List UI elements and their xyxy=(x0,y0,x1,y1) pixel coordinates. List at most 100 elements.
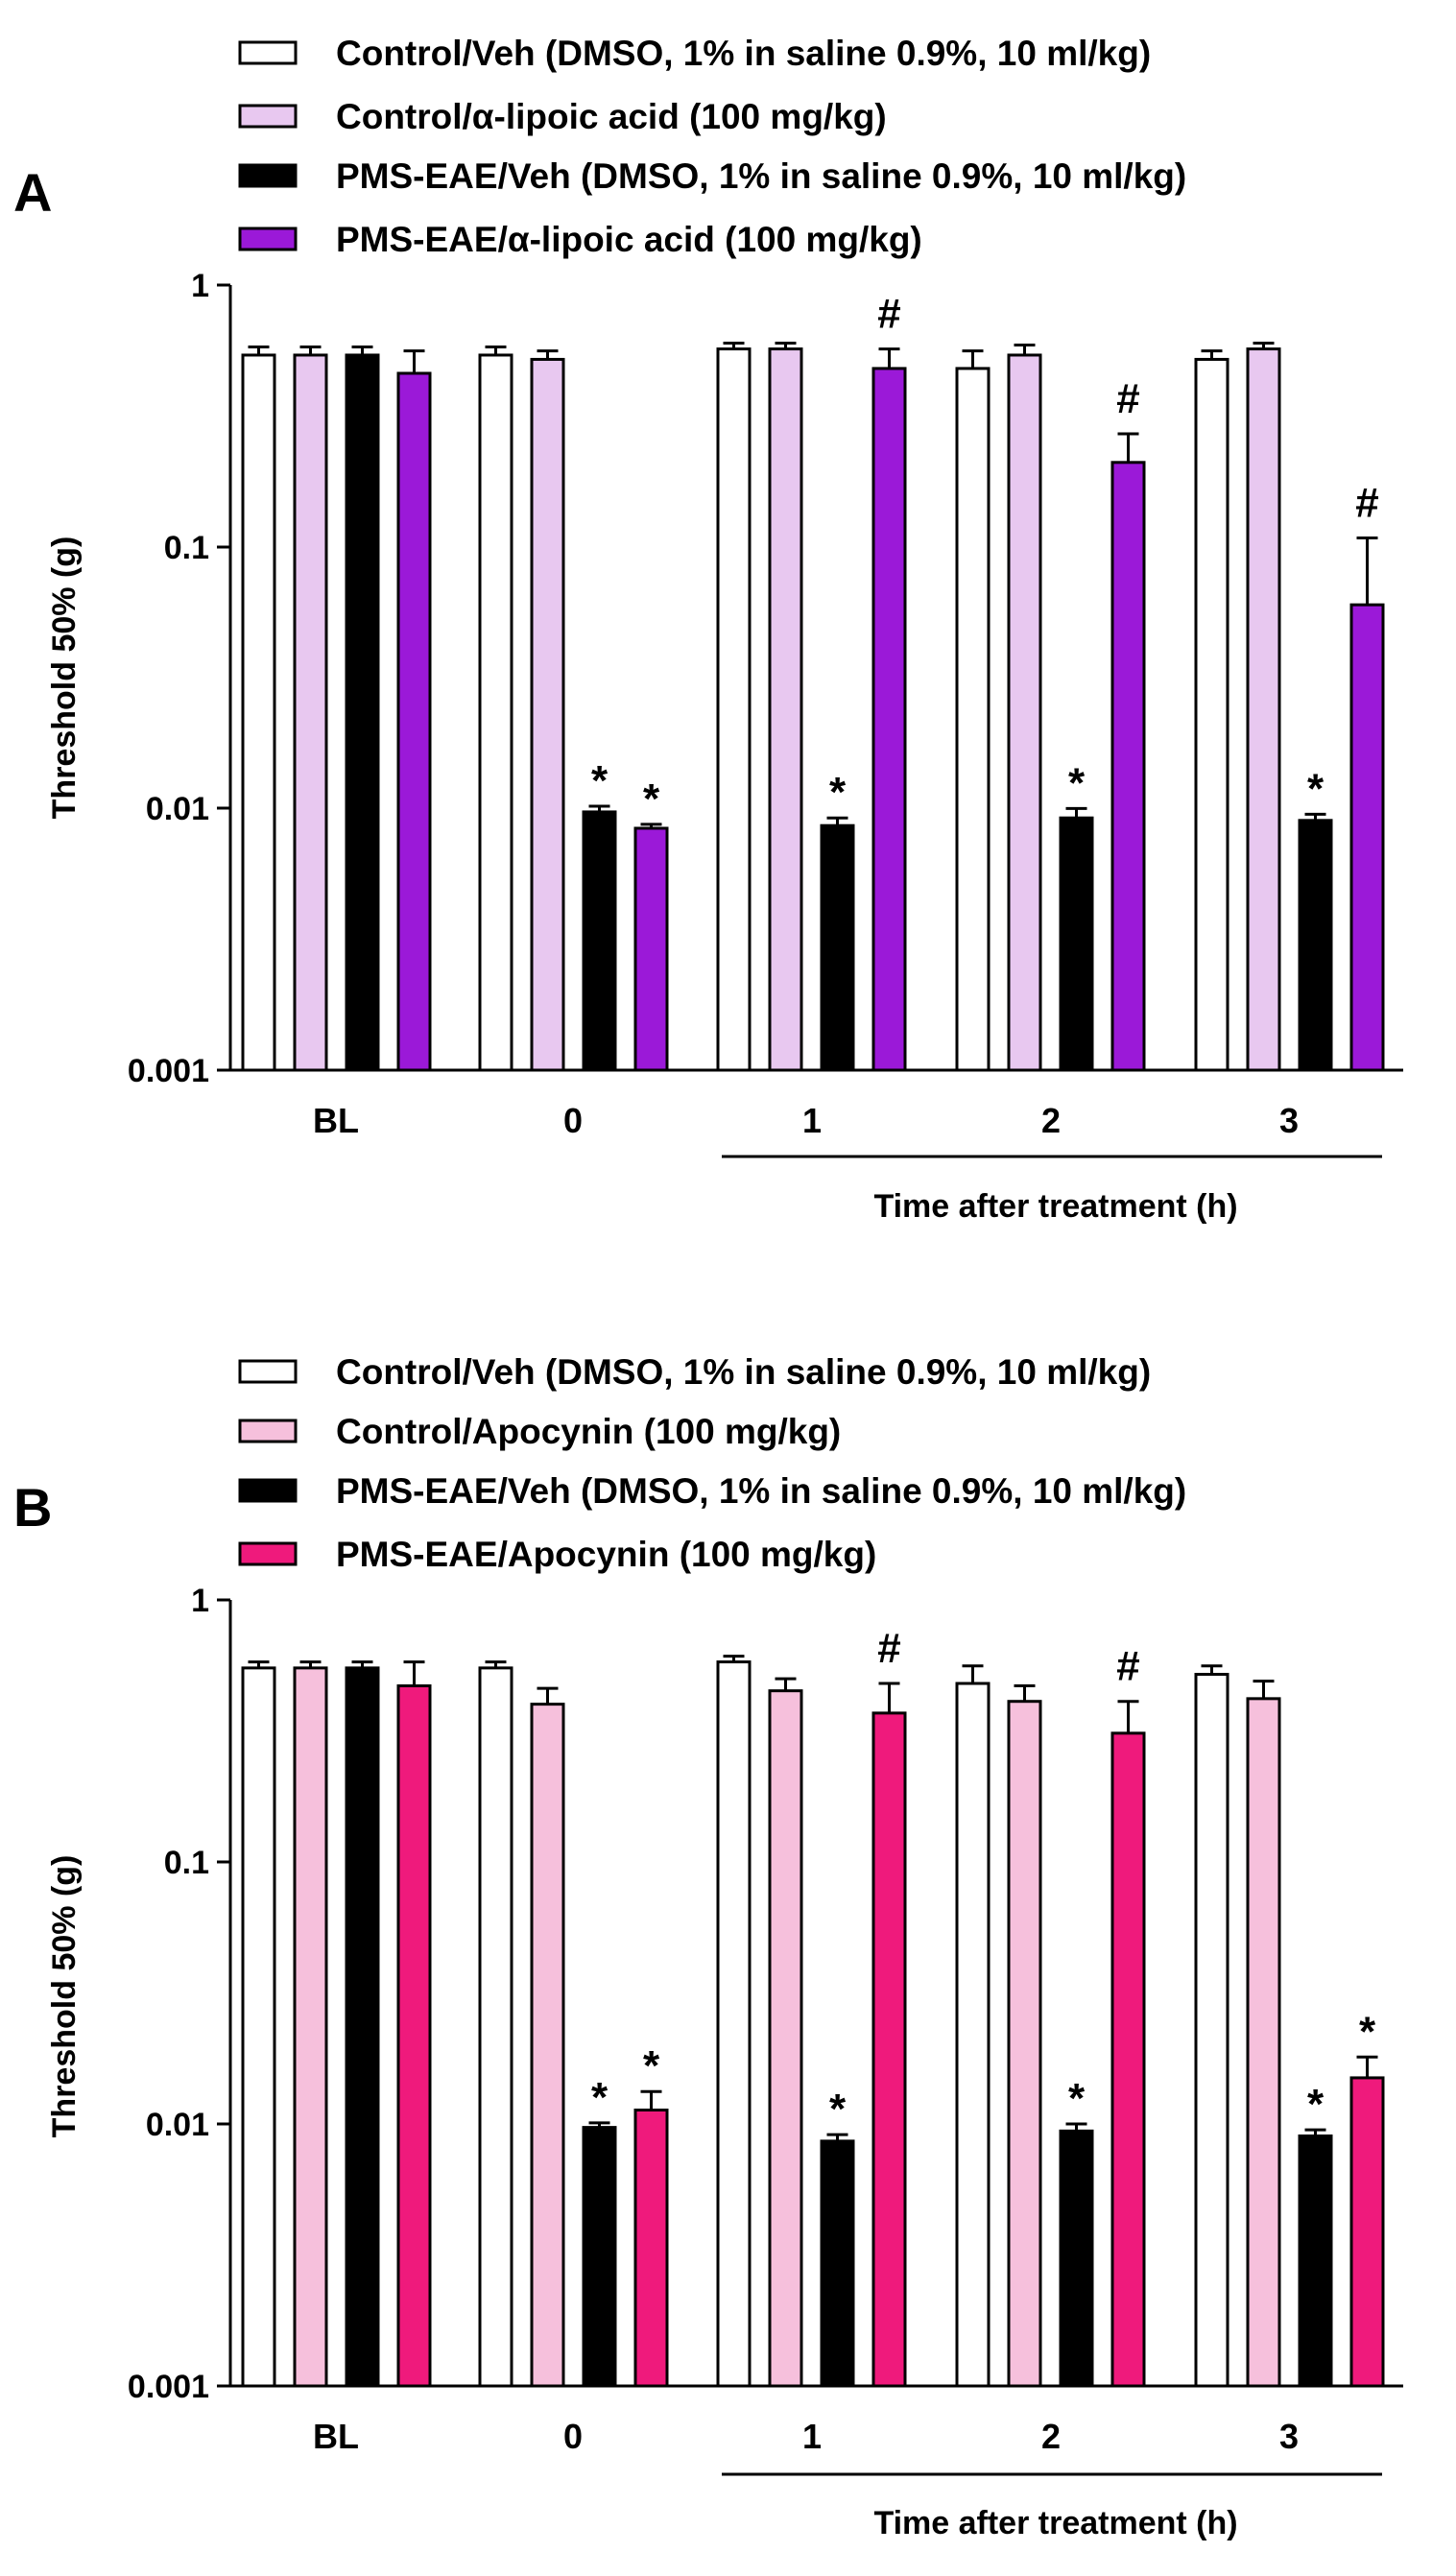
legend-label: Control/α-lipoic acid (100 mg/kg) xyxy=(336,97,887,136)
bar xyxy=(768,1689,803,2388)
y-tick-label: 0.01 xyxy=(146,791,209,827)
legend-label: PMS-EAE/Veh (DMSO, 1% in saline 0.9%, 10… xyxy=(336,156,1186,196)
legend-label: Control/Veh (DMSO, 1% in saline 0.9%, 10… xyxy=(336,1352,1151,1392)
x-category-label: BL xyxy=(313,2417,359,2456)
significance-mark: # xyxy=(877,291,900,338)
y-tick-label: 1 xyxy=(191,1583,209,1619)
panel-letter: A xyxy=(13,162,52,223)
bar xyxy=(1007,1700,1042,2388)
bar xyxy=(1110,1731,1146,2388)
y-tick-label: 0.001 xyxy=(128,2369,209,2405)
bar xyxy=(633,826,669,1072)
legend-item: PMS-EAE/Apocynin (100 mg/kg) xyxy=(238,1535,876,1574)
bar xyxy=(820,2139,855,2388)
bar xyxy=(871,1711,907,2388)
y-tick-label: 0.1 xyxy=(164,1845,209,1881)
x-category-label: 3 xyxy=(1279,2417,1299,2456)
legend-item: Control/Veh (DMSO, 1% in saline 0.9%, 10… xyxy=(238,1352,1151,1392)
legend-item: Control/Veh (DMSO, 1% in saline 0.9%, 10… xyxy=(238,34,1151,73)
bar xyxy=(582,810,617,1072)
legend-label: PMS-EAE/α-lipoic acid (100 mg/kg) xyxy=(336,220,922,259)
significance-mark: * xyxy=(829,2086,847,2133)
significance-mark: * xyxy=(643,775,660,823)
significance-mark: * xyxy=(643,2042,660,2089)
significance-mark: # xyxy=(1116,375,1139,422)
legend: Control/Veh (DMSO, 1% in saline 0.9%, 10… xyxy=(238,34,1186,259)
legend-label: PMS-EAE/Apocynin (100 mg/kg) xyxy=(336,1535,876,1574)
legend-item: Control/Apocynin (100 mg/kg) xyxy=(238,1412,841,1451)
significance-mark: * xyxy=(591,757,609,804)
bar xyxy=(396,1684,432,2388)
x-category-label: BL xyxy=(313,1101,359,1140)
significance-mark: * xyxy=(1307,765,1325,812)
x-category-label: 1 xyxy=(802,1101,822,1140)
legend-swatch-3 xyxy=(238,227,298,251)
bar xyxy=(1349,603,1385,1072)
y-tick-label: 0.001 xyxy=(128,1053,209,1089)
bar xyxy=(633,2109,669,2388)
bar xyxy=(1194,1673,1229,2388)
legend: Control/Veh (DMSO, 1% in saline 0.9%, 10… xyxy=(238,1352,1186,1574)
bar xyxy=(530,1703,565,2388)
bar xyxy=(582,2126,617,2388)
bar xyxy=(345,1666,380,2388)
bar xyxy=(955,1682,991,2388)
bar xyxy=(768,347,803,1072)
x-axis: BL 0 1 2 3 Time after treatment (h) xyxy=(230,1068,1403,1225)
bar xyxy=(396,371,432,1072)
legend-swatch-1 xyxy=(238,104,298,129)
significance-mark: # xyxy=(1116,1643,1139,1690)
x-category-label: 2 xyxy=(1041,2417,1061,2456)
legend-swatch-2 xyxy=(238,1478,298,1503)
bar xyxy=(1298,819,1333,1072)
panel-letter: B xyxy=(13,1477,52,1538)
bar xyxy=(241,1666,276,2388)
y-tick-label: 1 xyxy=(191,268,209,304)
bar xyxy=(871,367,907,1072)
bar xyxy=(1059,816,1094,1072)
bar xyxy=(1298,2134,1333,2388)
significance-mark: * xyxy=(591,2074,609,2121)
x-category-label: 2 xyxy=(1041,1101,1061,1140)
significance-mark: # xyxy=(877,1625,900,1672)
significance-mark: * xyxy=(1068,759,1086,806)
x-category-label: 0 xyxy=(563,1101,583,1140)
y-axis: 0.001 0.01 0.1 1 Threshold 50% (g) xyxy=(46,268,232,1089)
bar xyxy=(293,353,328,1072)
legend-swatch-1 xyxy=(238,1419,298,1443)
x-category-label: 0 xyxy=(563,2417,583,2456)
bars: * * * # * # * * xyxy=(241,1625,1385,2388)
bar xyxy=(1007,353,1042,1072)
legend-item: PMS-EAE/Veh (DMSO, 1% in saline 0.9%, 10… xyxy=(238,1471,1186,1511)
legend-swatch-2 xyxy=(238,163,298,188)
bar xyxy=(478,1666,513,2388)
x-category-label: 1 xyxy=(802,2417,822,2456)
significance-mark: * xyxy=(829,769,847,816)
legend-item: PMS-EAE/α-lipoic acid (100 mg/kg) xyxy=(238,220,922,259)
legend-label: Control/Apocynin (100 mg/kg) xyxy=(336,1412,841,1451)
bar xyxy=(345,353,380,1072)
significance-mark: # xyxy=(1355,480,1378,527)
bar xyxy=(1110,461,1146,1072)
bars: * * * # * # * # xyxy=(241,291,1385,1072)
bar xyxy=(241,353,276,1072)
panel-b: Control/Veh (DMSO, 1% in saline 0.9%, 10… xyxy=(13,1352,1403,2541)
x-axis-title: Time after treatment (h) xyxy=(873,1188,1237,1225)
y-axis: 0.001 0.01 0.1 1 Threshold 50% (g) xyxy=(46,1583,232,2405)
bar xyxy=(1246,347,1281,1072)
bar xyxy=(293,1666,328,2388)
panel-a: Control/Veh (DMSO, 1% in saline 0.9%, 10… xyxy=(13,34,1403,1225)
x-axis-title: Time after treatment (h) xyxy=(873,2505,1237,2541)
legend-swatch-3 xyxy=(238,1541,298,1566)
bar xyxy=(478,353,513,1072)
legend-item: PMS-EAE/Veh (DMSO, 1% in saline 0.9%, 10… xyxy=(238,156,1186,196)
bar xyxy=(530,357,565,1072)
x-axis: BL 0 1 2 3 Time after treatment (h) xyxy=(230,2384,1403,2541)
significance-mark: * xyxy=(1068,2075,1086,2122)
legend-swatch-0 xyxy=(238,40,298,65)
bar xyxy=(1194,357,1229,1072)
y-axis-title: Threshold 50% (g) xyxy=(46,537,83,820)
bar xyxy=(955,367,991,1072)
legend-label: Control/Veh (DMSO, 1% in saline 0.9%, 10… xyxy=(336,34,1151,73)
